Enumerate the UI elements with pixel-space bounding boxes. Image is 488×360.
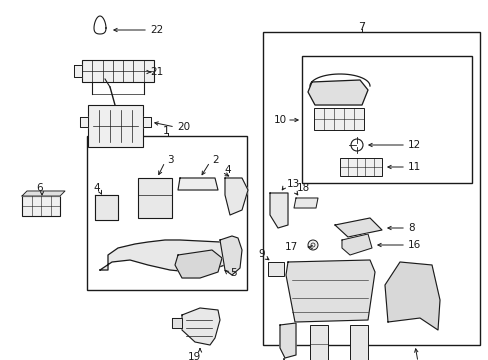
Text: 16: 16 <box>407 240 420 250</box>
Polygon shape <box>182 308 220 345</box>
Bar <box>267 262 284 276</box>
Text: 5: 5 <box>229 268 236 278</box>
Bar <box>138 178 172 218</box>
Polygon shape <box>175 250 222 278</box>
Text: 4: 4 <box>93 183 100 193</box>
Polygon shape <box>172 318 182 328</box>
Bar <box>87 136 246 290</box>
Text: 7: 7 <box>358 22 365 32</box>
Text: 21: 21 <box>150 67 163 77</box>
Bar <box>22 196 60 216</box>
Ellipse shape <box>157 249 192 267</box>
Polygon shape <box>80 117 88 127</box>
Text: 9: 9 <box>258 249 264 259</box>
Text: 17: 17 <box>285 242 298 252</box>
Polygon shape <box>285 260 374 322</box>
Bar <box>263 32 479 345</box>
Polygon shape <box>341 234 371 255</box>
Polygon shape <box>269 193 287 228</box>
Polygon shape <box>95 195 118 220</box>
Bar <box>302 56 471 183</box>
Bar <box>309 325 327 360</box>
Text: 8: 8 <box>407 223 414 233</box>
Text: 18: 18 <box>296 183 309 193</box>
Polygon shape <box>384 262 439 330</box>
Text: 19: 19 <box>187 352 201 360</box>
Polygon shape <box>334 218 381 237</box>
Polygon shape <box>220 236 242 275</box>
Text: 11: 11 <box>407 162 420 172</box>
Text: 1: 1 <box>163 126 170 136</box>
Text: 22: 22 <box>150 25 163 35</box>
Polygon shape <box>293 198 317 208</box>
Polygon shape <box>74 65 82 77</box>
Text: 13: 13 <box>286 179 300 189</box>
Polygon shape <box>280 323 295 358</box>
Text: 20: 20 <box>177 122 190 132</box>
Polygon shape <box>178 178 218 190</box>
Bar <box>88 105 142 147</box>
Bar <box>339 158 381 176</box>
Circle shape <box>307 240 317 250</box>
Text: 12: 12 <box>407 140 420 150</box>
Bar <box>313 108 363 130</box>
Polygon shape <box>224 178 247 215</box>
Polygon shape <box>22 191 65 196</box>
Bar <box>82 60 154 82</box>
Text: 2: 2 <box>212 155 218 165</box>
Polygon shape <box>307 80 367 105</box>
Polygon shape <box>100 240 231 272</box>
Text: 4: 4 <box>224 165 230 175</box>
Polygon shape <box>142 117 151 127</box>
Text: 3: 3 <box>167 155 173 165</box>
Bar <box>349 325 367 360</box>
Text: 10: 10 <box>273 115 286 125</box>
Text: 6: 6 <box>36 183 42 193</box>
